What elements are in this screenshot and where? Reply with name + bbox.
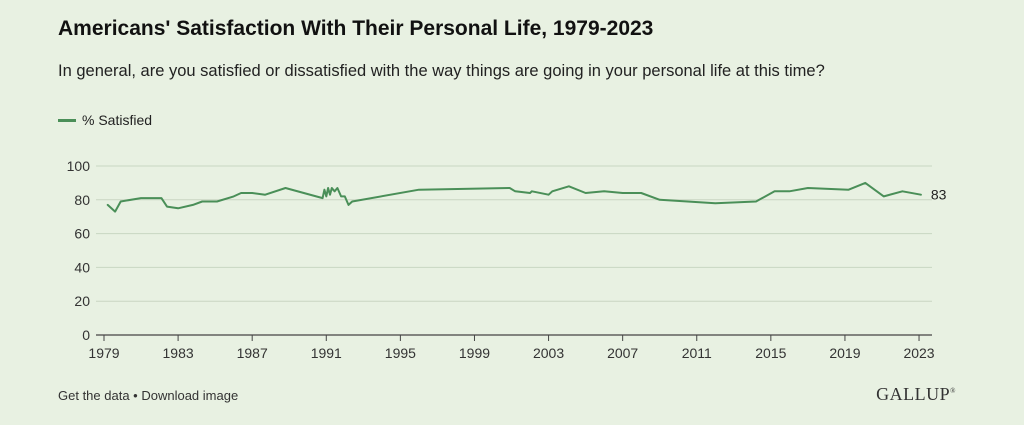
- x-tick-label-1979: 1979: [88, 345, 119, 361]
- x-tick-label-1995: 1995: [385, 345, 416, 361]
- y-tick-label-100: 100: [67, 158, 91, 174]
- x-tick-label-2003: 2003: [533, 345, 564, 361]
- gallup-logo-text: GALLUP: [876, 384, 951, 404]
- gallup-logo-mark: ®: [950, 387, 956, 395]
- x-tick-label-1987: 1987: [237, 345, 268, 361]
- x-tick-label-2007: 2007: [607, 345, 638, 361]
- x-tick-label-1999: 1999: [459, 345, 490, 361]
- gallup-logo: GALLUP®: [876, 384, 956, 405]
- footer-links: Get the data • Download image: [58, 388, 238, 403]
- y-tick-label-40: 40: [74, 259, 90, 275]
- line-chart: 0 20 40 60 80 100 1979 1983 1987 1991 1995 1999 2003…: [67, 158, 947, 361]
- y-tick-label-60: 60: [74, 226, 90, 242]
- x-tick-label-2019: 2019: [829, 345, 860, 361]
- series-line-satisfied: [106, 181, 922, 213]
- end-value-label: 83: [931, 187, 947, 203]
- y-tick-label-20: 20: [74, 293, 90, 309]
- x-tick-label-1983: 1983: [163, 345, 194, 361]
- get-data-link[interactable]: Get the data: [58, 388, 130, 403]
- legend-label: % Satisfied: [82, 112, 153, 128]
- x-tick-label-2011: 2011: [682, 345, 712, 361]
- x-tick-label-2015: 2015: [755, 345, 786, 361]
- legend-swatch: [58, 118, 76, 122]
- download-image-link[interactable]: Download image: [141, 388, 239, 403]
- x-tick-label-1991: 1991: [311, 345, 342, 361]
- chart-subtitle: In general, are you satisfied or dissati…: [58, 62, 825, 80]
- y-tick-label-0: 0: [82, 327, 90, 343]
- x-tick-label-2023: 2023: [903, 345, 934, 361]
- legend: % Satisfied: [58, 112, 152, 128]
- footer-separator: •: [129, 388, 142, 403]
- chart-title: Americans' Satisfaction With Their Perso…: [58, 17, 654, 40]
- y-tick-label-80: 80: [74, 192, 90, 208]
